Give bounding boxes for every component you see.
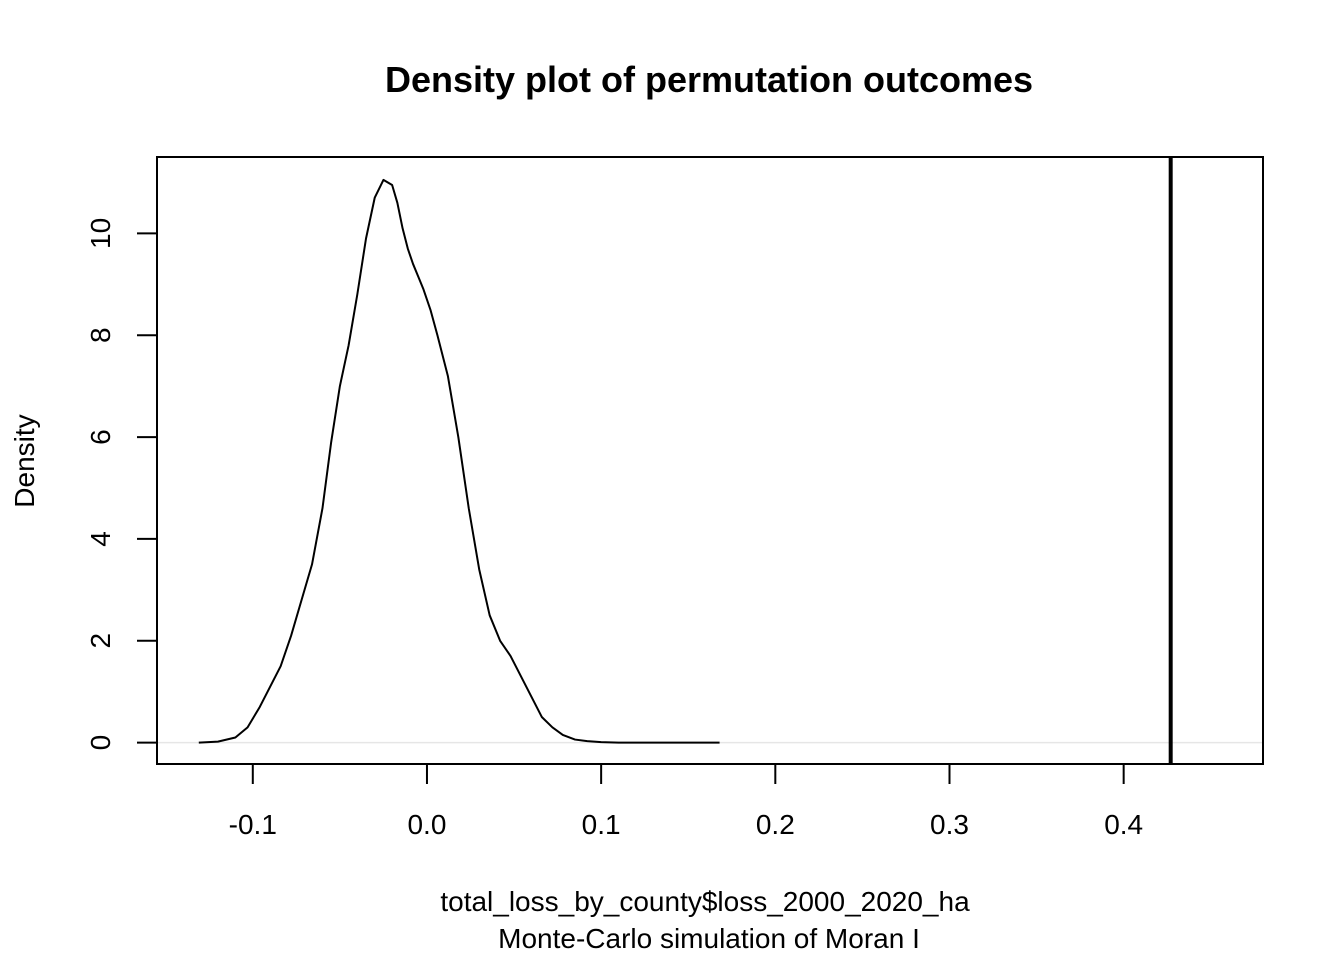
y-tick-label: 2 — [85, 633, 116, 649]
x-axis-label: total_loss_by_county$loss_2000_2020_ha — [440, 886, 970, 917]
x-tick-label: 0.2 — [756, 809, 795, 840]
x-axis-sublabel: Monte-Carlo simulation of Moran I — [498, 923, 920, 954]
y-tick-label: 8 — [85, 327, 116, 343]
density-curve — [198, 178, 720, 744]
y-tick-label: 10 — [85, 218, 116, 249]
x-tick-label: 0.0 — [407, 809, 446, 840]
x-tick-label: 0.3 — [930, 809, 969, 840]
chart-title: Density plot of permutation outcomes — [385, 59, 1033, 100]
x-tick-label: -0.1 — [229, 809, 277, 840]
y-axis-label: Density — [9, 414, 40, 507]
y-tick-label: 4 — [85, 531, 116, 547]
y-tick-label: 6 — [85, 429, 116, 445]
x-tick-label: 0.1 — [582, 809, 621, 840]
plot-frame — [156, 156, 1264, 765]
y-tick-label: 0 — [85, 735, 116, 751]
x-tick-label: 0.4 — [1104, 809, 1143, 840]
